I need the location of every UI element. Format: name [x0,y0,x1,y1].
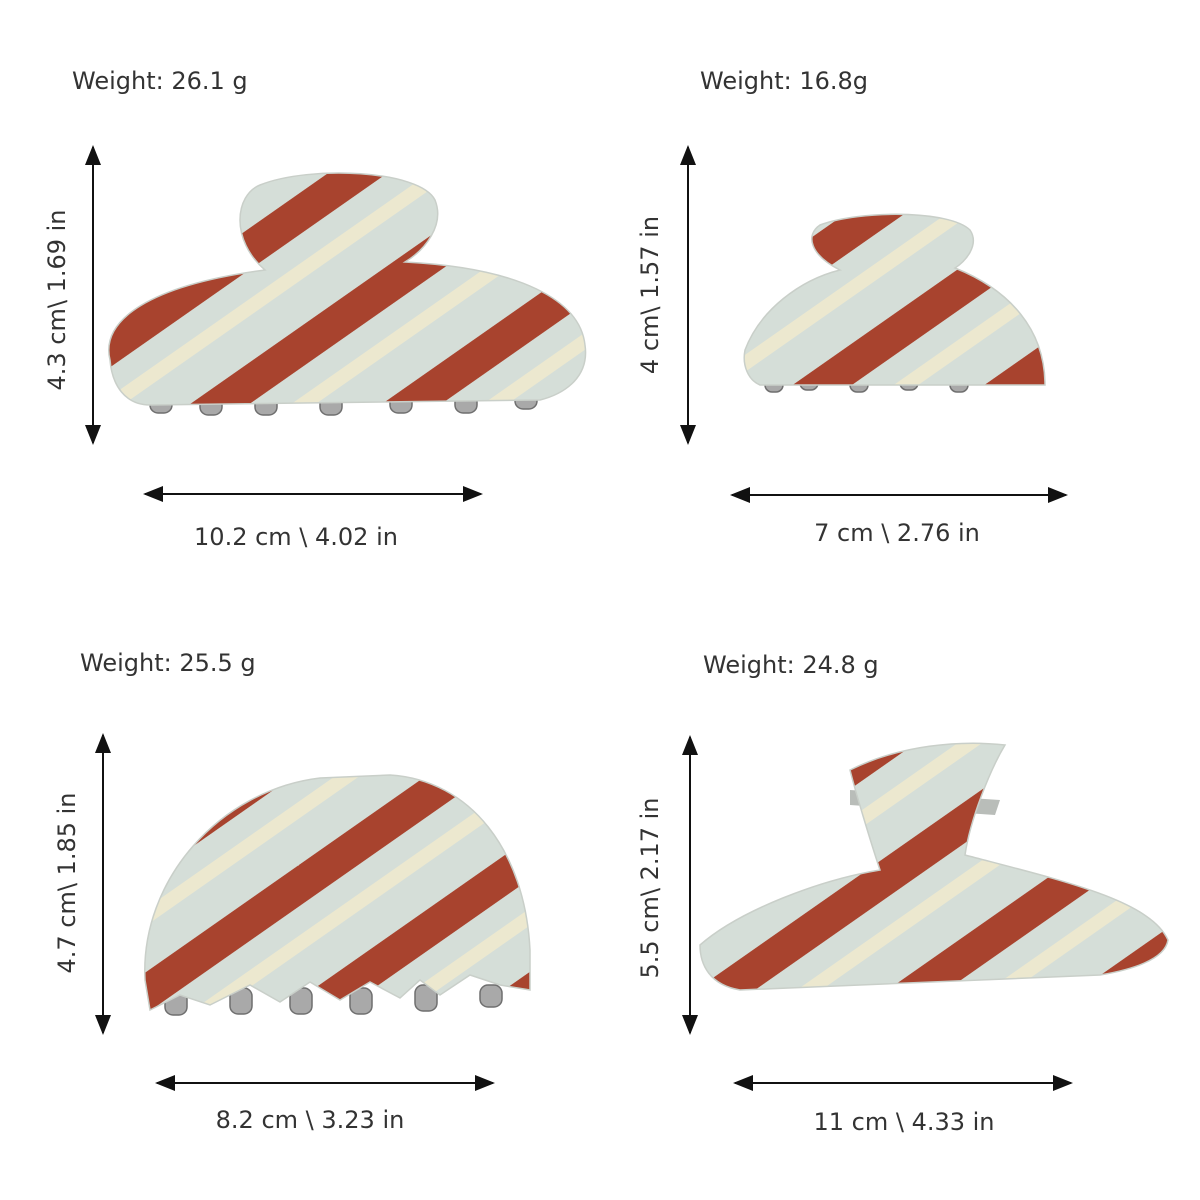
clip-4 [699,742,1169,991]
height: 4.7 cm\ 1.85 in [53,792,81,973]
width: 11 cm \ 4.33 in [813,1108,994,1136]
clip-3 [144,774,531,1016]
width: 8.2 cm \ 3.23 in [216,1106,405,1134]
width: 7 cm \ 2.76 in [814,519,980,547]
clip-2 [743,213,1046,393]
weight: Weight: 24.8 g [703,651,879,679]
weight: Weight: 16.8g [700,67,868,95]
weight: Weight: 26.1 g [72,67,248,95]
height: 5.5 cm\ 2.17 in [636,797,664,978]
clip-1 [108,172,587,416]
dimension-arrows [85,145,1073,1091]
weight: Weight: 25.5 g [80,649,256,677]
height: 4.3 cm\ 1.69 in [43,209,71,390]
height: 4 cm\ 1.57 in [636,216,664,374]
width: 10.2 cm \ 4.02 in [194,523,398,551]
